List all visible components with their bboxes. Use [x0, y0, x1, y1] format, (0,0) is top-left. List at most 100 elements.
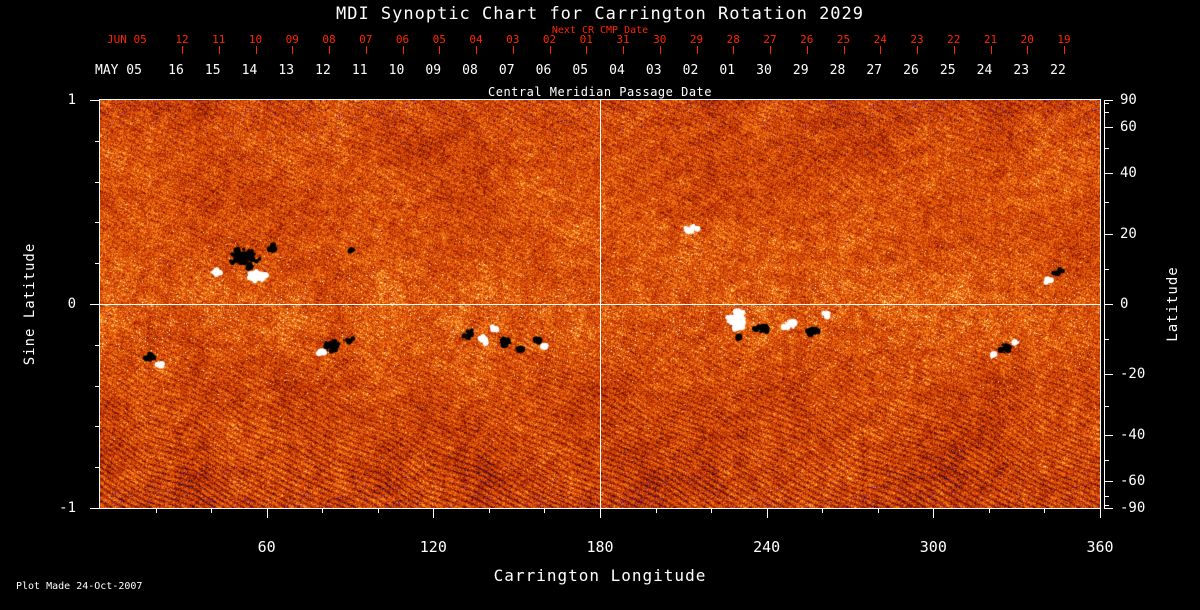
x-minor-tick: [822, 508, 824, 513]
y-right-minor-tick: [1104, 202, 1109, 203]
y-right-minor-tick: [1104, 112, 1109, 114]
y-left-minor-tick: [95, 181, 100, 183]
top-red-day-tick: [1027, 46, 1029, 54]
x-minor-tick: [711, 508, 713, 513]
top-red-day-label: 30: [653, 33, 667, 46]
y-right-tick-label: -60: [1120, 472, 1146, 489]
top-red-day-tick: [880, 46, 882, 54]
y-left-minor-tick: [95, 426, 100, 428]
x-minor-tick: [877, 508, 879, 513]
top-white-day-label: 13: [278, 63, 295, 78]
top-red-day-tick: [402, 46, 404, 54]
y-right-minor-tick: [1104, 406, 1109, 407]
top-white-day-label: 06: [535, 63, 552, 78]
x-minor-tick: [544, 508, 546, 513]
y-right-minor-tick: [1104, 147, 1109, 149]
equator-gridline: [100, 304, 1100, 305]
x-tick: [433, 508, 435, 518]
top-red-day-label: 21: [983, 33, 998, 46]
y-right-tick: [1104, 373, 1113, 375]
y-right-tick-label: 60: [1120, 119, 1137, 136]
x-tick: [600, 508, 601, 518]
top-axis-red-month-label: JUN 05: [107, 33, 147, 46]
top-red-day-label: 23: [910, 33, 924, 46]
y-right-tick-label: 90: [1120, 92, 1137, 108]
plot-frame: [99, 99, 1101, 509]
y-right-tick: [1104, 480, 1113, 482]
top-red-day-tick: [365, 46, 367, 54]
y-left-minor-tick: [95, 263, 100, 265]
top-red-day-label: 24: [873, 33, 887, 46]
x-tick: [766, 508, 768, 518]
y-right-tick-label: 40: [1120, 164, 1137, 181]
carrington-longitude-axis-label: Carrington Longitude: [493, 566, 707, 585]
top-white-day-label: 12: [315, 63, 331, 78]
top-white-day-label: 25: [939, 63, 956, 78]
top-red-day-label: 29: [689, 33, 704, 46]
top-white-day-label: 03: [645, 63, 662, 78]
next-cr-cmp-date-label: Next CR CMP Date: [551, 25, 649, 36]
y-left-tick: [90, 304, 100, 305]
top-white-day-label: 09: [425, 63, 442, 78]
top-red-day-label: 01: [579, 33, 593, 46]
y-right-tick-label: 20: [1120, 226, 1137, 243]
y-right-minor-tick: [1104, 268, 1109, 270]
top-red-day-tick: [586, 46, 588, 54]
x-tick: [933, 508, 935, 518]
plot-made-timestamp: Plot Made 24-Oct-2007: [16, 581, 143, 592]
top-red-day-tick: [917, 46, 918, 54]
y-left-tick-label: -1: [59, 500, 76, 516]
top-white-day-label: 16: [168, 63, 184, 78]
top-red-day-label: 26: [800, 33, 814, 46]
top-red-day-label: 10: [248, 33, 263, 46]
y-right-tick: [1104, 172, 1113, 174]
x-tick-label: 300: [919, 538, 947, 556]
top-red-day-label: 28: [726, 33, 740, 46]
y-right-tick-label: -90: [1120, 500, 1146, 516]
top-white-day-label: 01: [719, 63, 736, 78]
y-right-tick-label: 0: [1120, 296, 1129, 312]
top-white-day-label: 26: [903, 63, 919, 78]
top-white-day-label: 24: [976, 63, 993, 78]
y-left-minor-tick: [95, 222, 100, 224]
top-red-day-label: 08: [322, 33, 336, 46]
x-tick: [1100, 508, 1101, 518]
x-tick-label: 120: [419, 538, 447, 556]
x-minor-tick: [322, 508, 324, 513]
x-minor-tick: [655, 508, 657, 513]
x-minor-tick: [211, 508, 213, 513]
x-minor-tick: [988, 508, 990, 513]
top-red-day-tick: [659, 46, 661, 54]
top-white-day-label: 11: [351, 63, 368, 78]
latitude-axis-label: Latitude: [1165, 266, 1181, 342]
y-left-tick: [90, 508, 100, 509]
top-red-day-tick: [953, 46, 955, 54]
top-red-day-tick: [439, 46, 441, 54]
top-red-day-tick: [696, 46, 698, 54]
y-left-tick-label: 1: [67, 92, 76, 108]
top-white-day-label: 29: [792, 63, 809, 78]
y-right-tick: [1104, 508, 1113, 509]
y-left-tick-label: 0: [67, 296, 76, 312]
sine-latitude-axis-label: Sine Latitude: [22, 242, 38, 366]
top-axis-white-month-label: MAY 05: [95, 63, 142, 78]
top-white-day-label: 05: [572, 63, 589, 78]
top-red-day-label: 11: [212, 33, 226, 46]
top-red-day-label: 12: [175, 33, 189, 46]
top-red-day-tick: [218, 46, 220, 54]
top-red-day-tick: [733, 46, 735, 54]
top-red-day-tick: [623, 46, 624, 54]
y-left-minor-tick: [95, 344, 100, 346]
y-left-minor-tick: [95, 385, 100, 387]
y-right-minor-tick: [1104, 460, 1109, 462]
top-red-day-label: 07: [359, 33, 373, 46]
x-tick: [266, 508, 268, 518]
x-minor-tick: [1044, 508, 1046, 513]
top-white-day-label: 30: [756, 63, 772, 78]
y-right-tick-label: -20: [1120, 365, 1146, 382]
top-white-day-label: 28: [829, 63, 846, 78]
y-right-minor-tick: [1104, 504, 1109, 506]
y-left-minor-tick: [95, 140, 100, 142]
top-red-day-label: 04: [469, 33, 483, 46]
y-right-minor-tick: [1104, 339, 1109, 341]
